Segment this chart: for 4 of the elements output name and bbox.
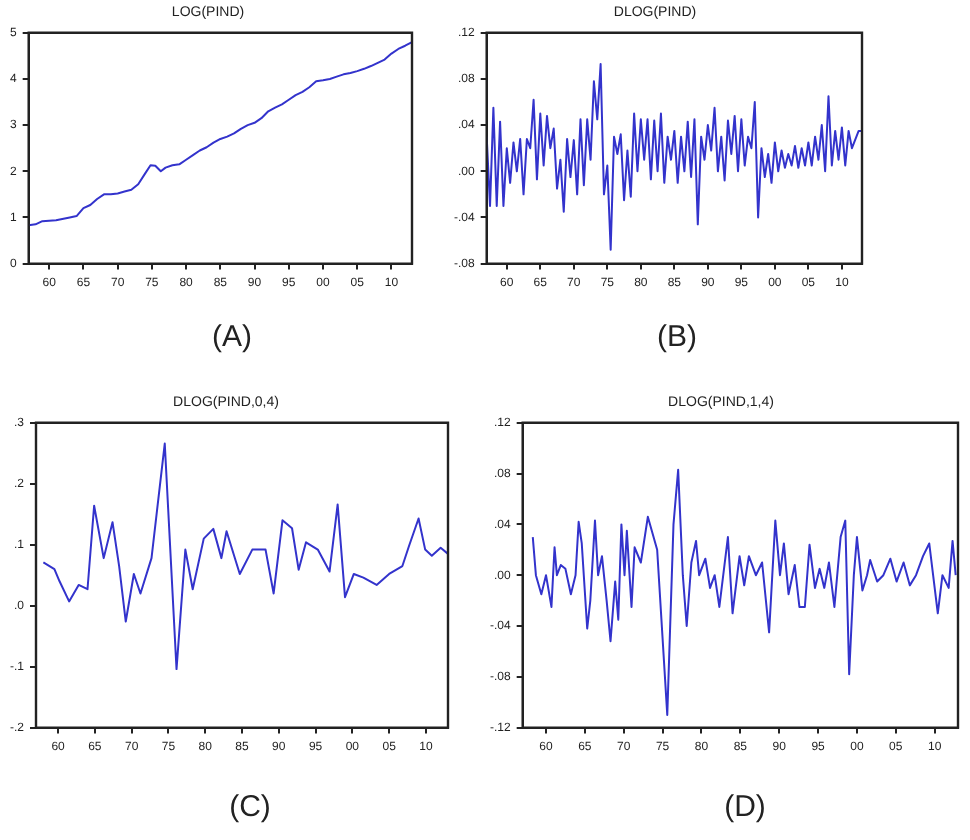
text: (D) [722,790,768,824]
text: (C) [227,790,273,824]
text: (A) [210,320,254,354]
text: (B) [655,320,699,354]
